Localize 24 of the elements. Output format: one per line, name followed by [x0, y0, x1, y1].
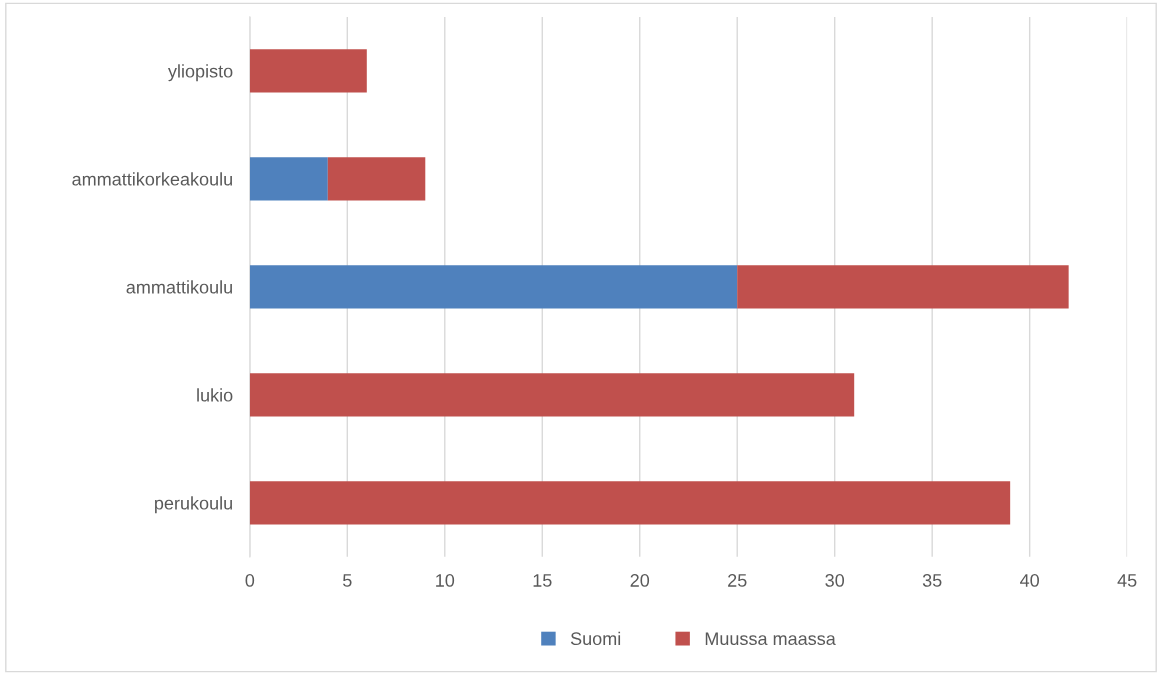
- bar: [737, 265, 1069, 309]
- x-tick-label: 15: [533, 574, 552, 587]
- x-tick-label: 35: [922, 574, 942, 587]
- bar: [249, 265, 738, 309]
- bar: [249, 157, 328, 201]
- bar: [249, 481, 1011, 525]
- legend-label: Muussa maassa: [705, 632, 836, 646]
- bar: [249, 373, 855, 417]
- bar: [249, 49, 367, 93]
- x-tick-label: 10: [436, 574, 455, 587]
- y-tick-label: ammattikoulu: [126, 280, 232, 294]
- y-tick-label: lukio: [197, 388, 233, 402]
- x-tick-label: 30: [825, 574, 845, 587]
- y-tick-label: perukoulu: [155, 496, 232, 514]
- x-tick-label: 0: [245, 574, 255, 587]
- x-tick-label: 40: [1020, 574, 1039, 587]
- y-tick-label: ammattikorkeakoulu: [72, 172, 232, 186]
- legend-label: Suomi: [570, 631, 621, 646]
- y-tick-label: yliopisto: [167, 64, 233, 82]
- x-tick-label: 45: [1117, 574, 1137, 587]
- x-tick-label: 25: [728, 574, 747, 587]
- x-tick-label: 5: [343, 574, 352, 587]
- x-tick-label: 20: [630, 574, 650, 587]
- bar: [327, 157, 426, 201]
